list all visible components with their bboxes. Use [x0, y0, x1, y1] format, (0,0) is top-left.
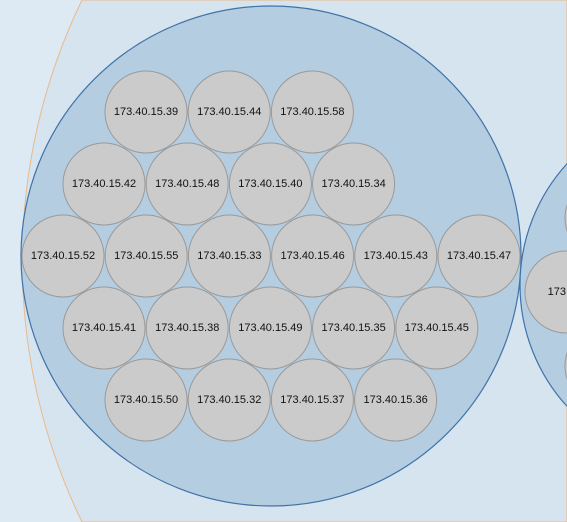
host-node-circle[interactable] [104, 70, 188, 154]
host-node-circle[interactable] [62, 286, 146, 370]
host-node-label: 173.40.15.45 [405, 322, 469, 334]
host-node-circle[interactable] [354, 214, 438, 298]
host-node[interactable]: 173.40.15.36 [354, 358, 438, 442]
host-node[interactable]: 173.40.15.39 [104, 70, 188, 154]
host-node-label: 173.40.15.55 [114, 250, 178, 262]
host-node-circle[interactable] [270, 70, 354, 154]
host-node-label: 173.40.15.41 [72, 322, 136, 334]
host-node-label: 173.40.15.47 [447, 250, 511, 262]
host-node[interactable]: 173.40.15.34 [312, 142, 396, 226]
host-node-label: 173.40.15.44 [197, 106, 261, 118]
host-node-label: 173.40.15.40 [238, 178, 302, 190]
host-node-label: 173.40.15.42 [72, 178, 136, 190]
host-node-label: 173.40.15.46 [280, 250, 344, 262]
host-node-label: 173.40.15.50 [114, 394, 178, 406]
host-node-label: 173.40.15.34 [321, 178, 385, 190]
host-node[interactable]: 173.40.15.49 [228, 286, 312, 370]
host-node-label: 173.40.15.35 [321, 322, 385, 334]
host-node-label: 173.40.15.58 [280, 106, 344, 118]
host-node-circle[interactable] [228, 286, 312, 370]
host-node-circle[interactable] [228, 142, 312, 226]
host-node-circle[interactable] [62, 142, 146, 226]
host-node[interactable]: 173.40.15.47 [437, 214, 521, 298]
host-node[interactable]: 173.40.15.41 [62, 286, 146, 370]
host-node-label: 173.40.15.38 [155, 322, 219, 334]
host-node-circle[interactable] [145, 286, 229, 370]
host-node-circle[interactable] [271, 214, 355, 298]
host-node[interactable]: 173.40.15.33 [187, 214, 271, 298]
host-node-circle[interactable] [187, 70, 271, 154]
host-node[interactable]: 173.40.15.52 [21, 214, 105, 298]
host-node[interactable]: 173.40.15.55 [104, 214, 188, 298]
host-node-circle[interactable] [354, 358, 438, 442]
host-node-label: 173.40.15.32 [197, 394, 261, 406]
host-node[interactable]: 173.40.15.58 [270, 70, 354, 154]
host-node-circle[interactable] [187, 358, 271, 442]
host-node[interactable]: 173.40.15.46 [271, 214, 355, 298]
host-node-circle[interactable] [312, 142, 396, 226]
host-node-label: 173.40.15.33 [197, 250, 261, 262]
host-node-label: 173.40.15.48 [155, 178, 219, 190]
host-node[interactable]: 173.40.15.40 [228, 142, 312, 226]
host-node[interactable]: 173.40.15.35 [312, 286, 396, 370]
host-node[interactable]: 173.40.15.50 [104, 358, 188, 442]
host-node-label: 173.40.15.36 [363, 394, 427, 406]
host-node[interactable]: 173.40.15.37 [270, 358, 354, 442]
host-node-circle[interactable] [145, 142, 229, 226]
host-node-circle[interactable] [524, 250, 567, 334]
host-node-label: 173.40.15.49 [238, 322, 302, 334]
host-node-label: 173.40.15.37 [280, 394, 344, 406]
host-node-circle[interactable] [437, 214, 521, 298]
host-node-label: 173.40.15.39 [114, 106, 178, 118]
host-node-circle[interactable] [21, 214, 105, 298]
host-node-label: 173.96. [548, 286, 567, 298]
host-node[interactable]: 173.40.15.42 [62, 142, 146, 226]
host-node-circle[interactable] [104, 214, 188, 298]
host-node[interactable]: 173.40.15.43 [354, 214, 438, 298]
host-node-circle[interactable] [270, 358, 354, 442]
host-node[interactable]: 173.96. [524, 250, 567, 334]
host-node-label: 173.40.15.52 [31, 250, 95, 262]
host-node[interactable]: 173.40.15.44 [187, 70, 271, 154]
host-node[interactable]: 173.40.15.32 [187, 358, 271, 442]
host-node-circle[interactable] [104, 358, 188, 442]
host-node[interactable]: 173.40.15.38 [145, 286, 229, 370]
host-node[interactable]: 173.40.15.48 [145, 142, 229, 226]
host-node-circle[interactable] [187, 214, 271, 298]
host-node-label: 173.40.15.43 [364, 250, 428, 262]
host-nodes: 173.40.15.39 173.40.15.44 173.40.15.58 173.… [21, 70, 521, 442]
host-node-circle[interactable] [312, 286, 396, 370]
host-node-circle[interactable] [395, 286, 479, 370]
host-node[interactable]: 173.40.15.45 [395, 286, 479, 370]
